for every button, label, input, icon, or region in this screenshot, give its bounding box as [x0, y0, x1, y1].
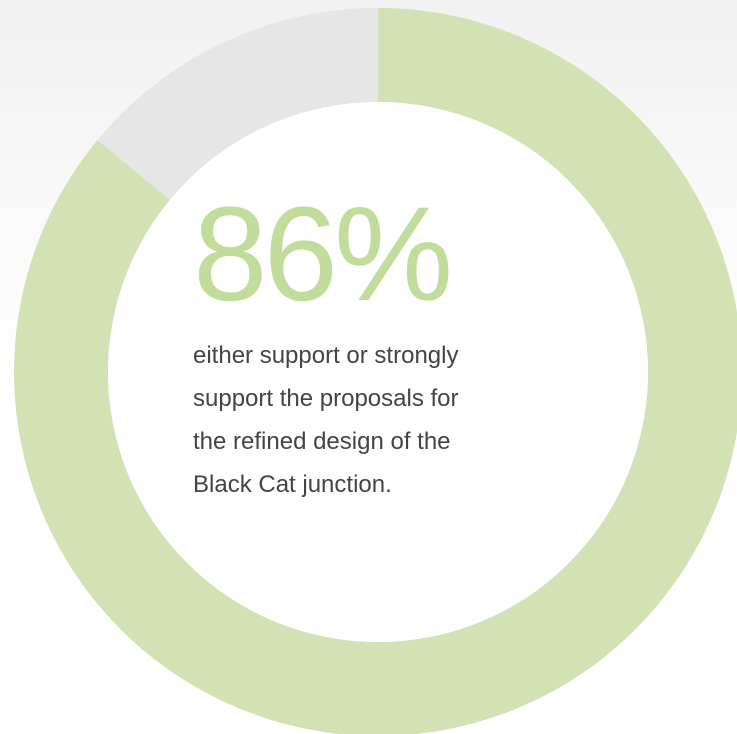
caption-line-2: support the proposals for [193, 385, 459, 412]
caption-line-1: either support or strongly [193, 342, 459, 369]
headline-percent: 86% [193, 180, 453, 329]
donut-slice-2 [97, 8, 379, 200]
donut-hole [108, 102, 648, 642]
caption-text: either support or strongly support the p… [193, 334, 533, 506]
caption-line-3: the refined design of the [193, 428, 451, 455]
caption-line-4: Black Cat junction. [193, 471, 392, 498]
center-label: 86% either support or strongly support t… [193, 188, 553, 506]
